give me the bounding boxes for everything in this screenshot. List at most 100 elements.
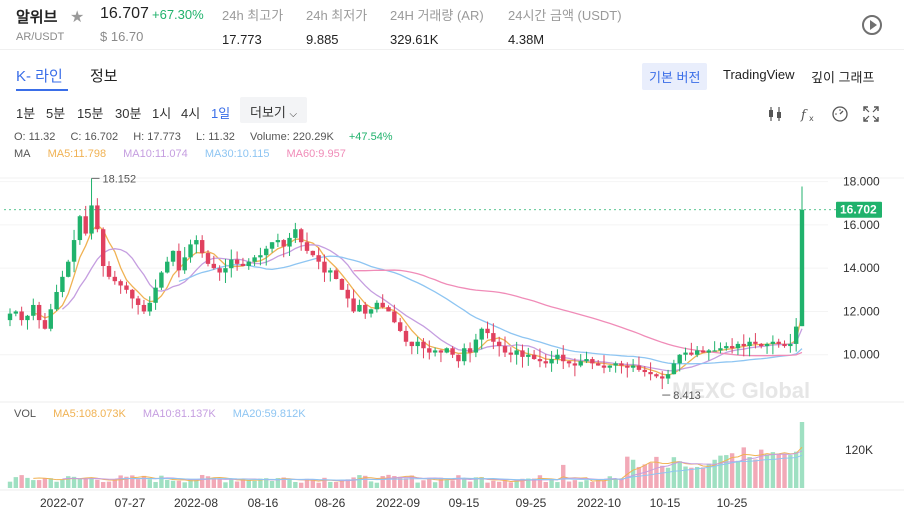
volume-bar (566, 481, 572, 488)
volume-bar (654, 456, 659, 488)
volume-bar (671, 457, 677, 488)
volume-tick-label: 120K (845, 443, 873, 457)
volume-bar (95, 479, 100, 488)
candle-body (240, 263, 246, 267)
candle-body (683, 352, 688, 355)
high-marker-label: 18.152 (103, 173, 137, 185)
vol-ma20-value: MA20:59.812K (232, 408, 306, 420)
interval-4h[interactable]: 4시 (181, 106, 201, 121)
candle-body (194, 240, 199, 245)
candle-body (124, 285, 129, 290)
volume-bar (363, 475, 368, 488)
volume-bar (601, 480, 607, 488)
star-icon[interactable]: ★ (70, 9, 85, 26)
candle-body (467, 348, 473, 353)
more-intervals-dropdown[interactable]: 더보기 ⌵ (240, 97, 308, 123)
svg-text:x: x (809, 114, 814, 123)
candlestick-chart[interactable]: MEXC Global 18.000 16.000 14.000 12.000 10.0… (0, 128, 904, 520)
interval-15m[interactable]: 15분 (77, 106, 104, 121)
candle-body (229, 259, 234, 269)
volume-bar (176, 480, 182, 488)
candle-body (42, 320, 48, 329)
last-price: 16.707 (100, 5, 149, 22)
x-tick-label: 09-15 (449, 496, 480, 510)
candle-body (421, 341, 426, 349)
volume-bar (147, 479, 152, 488)
more-label: 더보기 (250, 105, 286, 120)
candle-body (491, 333, 496, 342)
candle-body (281, 240, 286, 247)
candle-body (386, 307, 391, 312)
settings-dial-icon[interactable] (831, 105, 849, 123)
candle-body (753, 341, 758, 344)
candle-body (112, 276, 118, 282)
candle-body (77, 216, 83, 241)
volume-bar (660, 465, 665, 488)
volume-bar (409, 475, 415, 488)
ma10-value: MA10:11.074 (123, 148, 188, 160)
candle-body (397, 322, 403, 331)
chart-axes: 18.000 16.000 14.000 12.000 10.000 120K 2022-0… (4, 173, 882, 510)
candle-body (473, 339, 479, 353)
candle-body (450, 348, 455, 355)
candle-body (520, 350, 525, 357)
candle-body (462, 348, 467, 362)
interval-5m[interactable]: 5분 (46, 106, 66, 121)
tradingview-button[interactable]: TradingView (723, 67, 795, 82)
tab-kline[interactable]: K- 라인 (16, 68, 63, 85)
interval-1h[interactable]: 1시 (152, 106, 172, 121)
volume-bar (316, 482, 321, 488)
candle-body (159, 272, 164, 288)
basic-version-button[interactable]: 기본 버전 (642, 63, 708, 90)
ma-legend: MA MA5:11.798 MA10:11.074 MA30:10.115 MA… (14, 148, 360, 160)
play-icon[interactable] (862, 15, 882, 35)
tab-info[interactable]: 정보 (90, 68, 118, 85)
volume-bar (718, 455, 723, 488)
candle-body (66, 261, 71, 277)
interval-30m[interactable]: 30분 (115, 106, 142, 121)
y-tick-label: 12.000 (843, 304, 880, 318)
candle-body (665, 374, 671, 379)
candle-body (100, 229, 106, 267)
volume-bar (258, 478, 263, 488)
candle-body (438, 350, 444, 353)
y-tick-label: 14.000 (843, 261, 880, 275)
depth-chart-button[interactable]: 깊이 그래프 (811, 70, 875, 85)
candle-body (60, 276, 65, 292)
candle-body (479, 328, 484, 340)
volume-bar (368, 481, 374, 488)
volume-bar (141, 475, 147, 488)
volume-bar (729, 453, 735, 488)
candle-body (613, 363, 618, 366)
candle-body (118, 281, 123, 286)
volume-bar (706, 463, 712, 488)
candle-body (741, 343, 746, 347)
volume-bar (502, 480, 508, 488)
candle-body (357, 304, 362, 312)
x-tick-label: 10-25 (717, 496, 748, 510)
interval-1d[interactable]: 1일 (211, 106, 231, 121)
volume-bar (298, 482, 304, 488)
candle-body (31, 304, 36, 316)
volume-bar (223, 482, 228, 488)
candle-body (147, 302, 152, 312)
volume-bar (182, 482, 187, 488)
candle-body (339, 279, 345, 290)
indicator-fx-icon[interactable]: f x (800, 105, 818, 123)
candle-type-icon[interactable] (766, 105, 784, 123)
vol-ma10-value: MA10:81.137K (142, 408, 216, 420)
candle-body (287, 237, 292, 247)
volume-bar (700, 467, 706, 488)
volume-bar (118, 475, 123, 488)
volume-bar (264, 478, 269, 488)
fullscreen-icon[interactable] (862, 105, 880, 123)
candle-body (13, 311, 19, 314)
candle-body (566, 361, 572, 364)
candle-body (432, 350, 438, 353)
candle-body (671, 363, 677, 375)
interval-1m[interactable]: 1분 (16, 106, 36, 121)
candle-body (607, 365, 613, 368)
volume-bar (234, 481, 240, 488)
candle-body (106, 266, 112, 277)
candle-body (718, 348, 723, 351)
